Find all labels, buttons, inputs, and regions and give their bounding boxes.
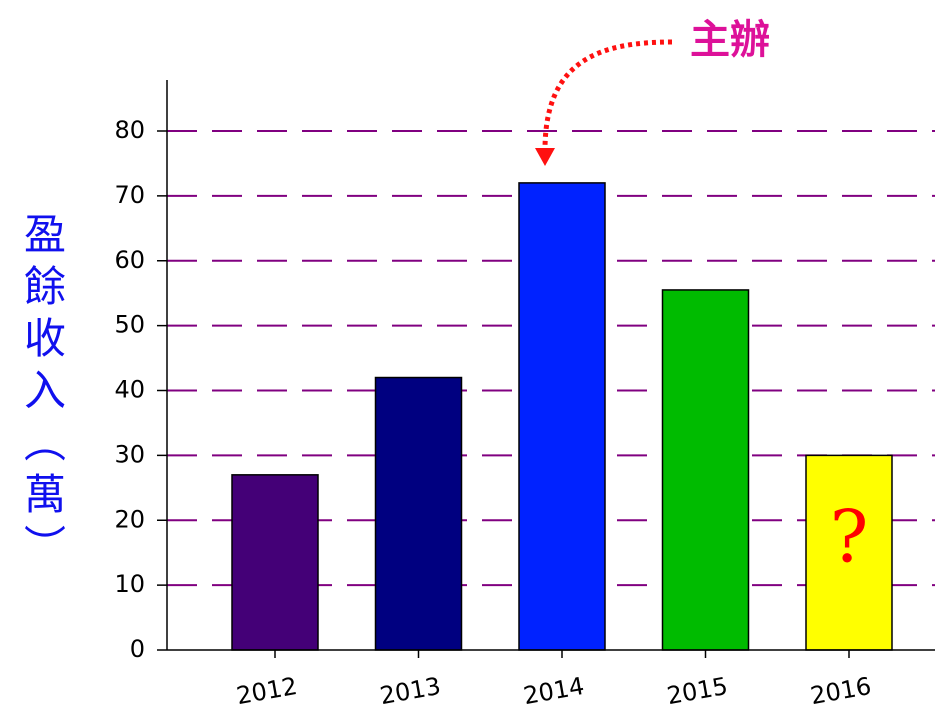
x-tick-label: 2016 <box>808 672 873 710</box>
y-tick-label: 10 <box>114 570 145 598</box>
bar <box>518 182 606 651</box>
y-tick-label: 20 <box>114 505 145 533</box>
x-tick-label: 2015 <box>665 672 730 710</box>
y-tick-label: 0 <box>130 635 145 663</box>
y-tick-label: 30 <box>114 440 145 468</box>
bar <box>374 376 463 651</box>
y-tick-label: 50 <box>114 311 145 339</box>
x-tick-label: 2012 <box>234 672 299 710</box>
annotation: ? <box>830 495 869 579</box>
bar <box>661 289 750 651</box>
annotation-arrowhead <box>535 148 555 166</box>
annotation: 主辦 <box>690 17 770 63</box>
x-tick-label: 2014 <box>521 672 586 710</box>
y-axis-label: 盈餘收入（萬） <box>18 212 67 576</box>
y-tick-label: 60 <box>114 246 145 274</box>
x-tick-label: 2013 <box>378 672 443 710</box>
bar <box>805 454 893 651</box>
y-tick-label: 80 <box>114 116 145 144</box>
bar <box>231 474 319 651</box>
y-tick-label: 70 <box>114 181 145 209</box>
y-tick-label: 40 <box>114 376 145 404</box>
annotation-arrow <box>542 39 673 151</box>
